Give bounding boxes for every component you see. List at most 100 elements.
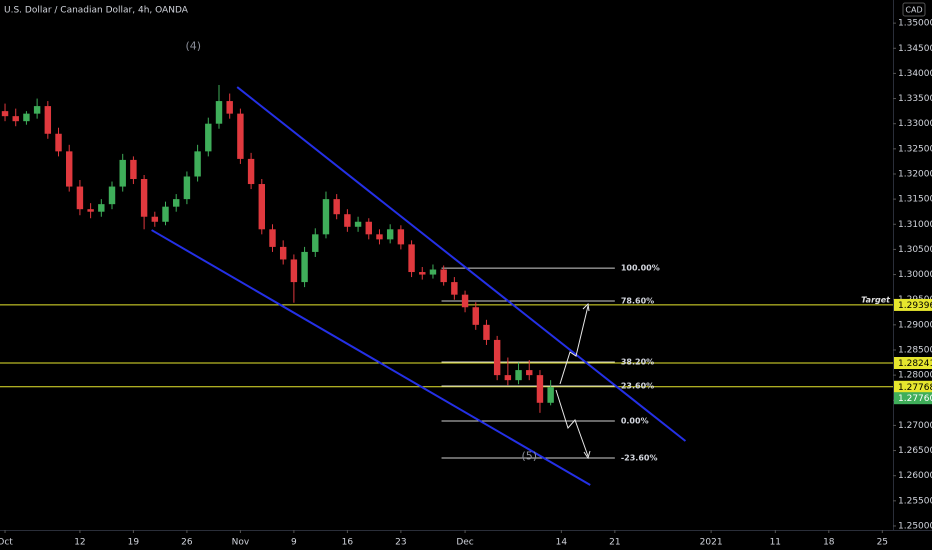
y-tick-label: 1.28500 [898,345,932,355]
x-tick-label: 14 [556,538,568,548]
wave-label: (5) [521,450,537,463]
x-tick-label: Nov [232,538,250,548]
y-tick-label: 1.30000 [898,270,932,280]
candle-body [451,282,458,295]
x-tick-label: 18 [823,538,835,548]
x-tick-label: 12 [74,538,85,548]
y-tick-label: 1.31500 [898,195,932,205]
candle-body [98,204,105,212]
fib-label: 78.60% [621,297,654,306]
candle-body [258,184,266,230]
candle-body [344,214,351,227]
candle-body [547,387,554,403]
fib-label: 23.60% [621,382,654,391]
candle-body [376,234,383,240]
candle-body [312,234,319,252]
candle-body [55,133,62,152]
y-tick-label: 1.29000 [898,320,932,330]
x-tick-label: 11 [770,538,781,548]
candle-body [290,259,298,283]
y-tick-label: 1.30500 [898,245,932,255]
candle-body [515,370,522,381]
price-tag-label: 1.28241 [898,359,932,369]
candle-body [140,179,148,217]
y-tick-label: 1.28000 [898,371,932,381]
candle-body [354,221,362,227]
candle-body [483,324,490,340]
fib-label: -23.60% [621,453,658,462]
trend-line [151,229,591,486]
candle-body [44,106,52,134]
fib-label: 100.00% [621,264,660,273]
x-tick-label: Dec [456,538,473,548]
y-tick-label: 1.26000 [898,471,932,481]
currency-button[interactable] [902,2,926,17]
price-tag-label: 1.29396 [898,301,932,311]
level-note: Target [861,295,891,304]
x-tick-label: 25 [877,538,888,548]
x-tick-label: 16 [342,538,354,548]
x-tick-label: 9 [291,538,297,548]
candle-body [269,229,276,247]
candle-body [23,113,30,122]
candle-body [226,101,233,114]
candle-body [76,186,84,210]
last-price-label: 1.27760 [898,394,932,404]
candle-body [205,123,212,152]
candle-body [440,269,447,283]
candle-body [397,229,405,245]
x-tick-label: 21 [609,538,620,548]
down-arrow [555,389,589,457]
up-arrow [559,305,589,385]
candle-body [429,269,437,275]
candle-body [536,375,544,403]
y-tick-label: 1.33500 [898,94,932,104]
down-arrowhead [583,450,591,460]
fib-label: 38.20% [621,358,654,367]
price-tag [894,380,932,393]
candle-body [333,199,340,215]
y-tick-label: 1.27000 [898,421,932,431]
candle-body [108,186,116,205]
chart-title: U.S. Dollar / Canadian Dollar, 4h, OANDA [4,6,189,16]
x-tick-label: 19 [128,538,140,548]
candle-body [408,244,415,273]
y-tick-label: 1.34500 [898,44,932,54]
y-tick-label: 1.26500 [898,446,932,456]
candle-body [130,159,137,180]
candle-body [12,116,19,122]
fib-label: 0.00% [621,417,649,426]
candle-body [151,216,159,222]
x-tick-label: Oct [0,538,13,548]
candle-body [215,101,223,124]
price-tag [894,298,932,311]
x-tick-label: 23 [395,538,406,548]
y-tick-label: 1.25500 [898,496,932,506]
y-tick-label: 1.31000 [898,220,932,230]
candle-body [247,158,255,185]
candle-body [365,221,372,235]
candle-body [237,113,244,159]
candle-body [162,206,169,222]
currency-label[interactable]: CAD [905,6,922,15]
candle-body [33,106,41,114]
candle-body [322,199,330,235]
candle-body [386,229,394,240]
wave-label: (4) [186,39,202,52]
y-tick-label: 1.25000 [898,521,932,531]
x-tick-label: 2021 [700,538,723,548]
y-tick-label: 1.33000 [898,119,932,129]
candle-body [1,111,9,117]
candle-body [87,209,94,212]
candle-body [194,151,201,177]
y-tick-label: 1.32500 [898,144,932,154]
candle-body [66,151,73,187]
y-tick-label: 1.34000 [898,69,932,79]
price-tag-label: 1.27768 [898,383,932,393]
price-tag [894,357,932,370]
candle-body [183,176,191,200]
candle-body [472,307,479,325]
arrows [555,302,591,460]
